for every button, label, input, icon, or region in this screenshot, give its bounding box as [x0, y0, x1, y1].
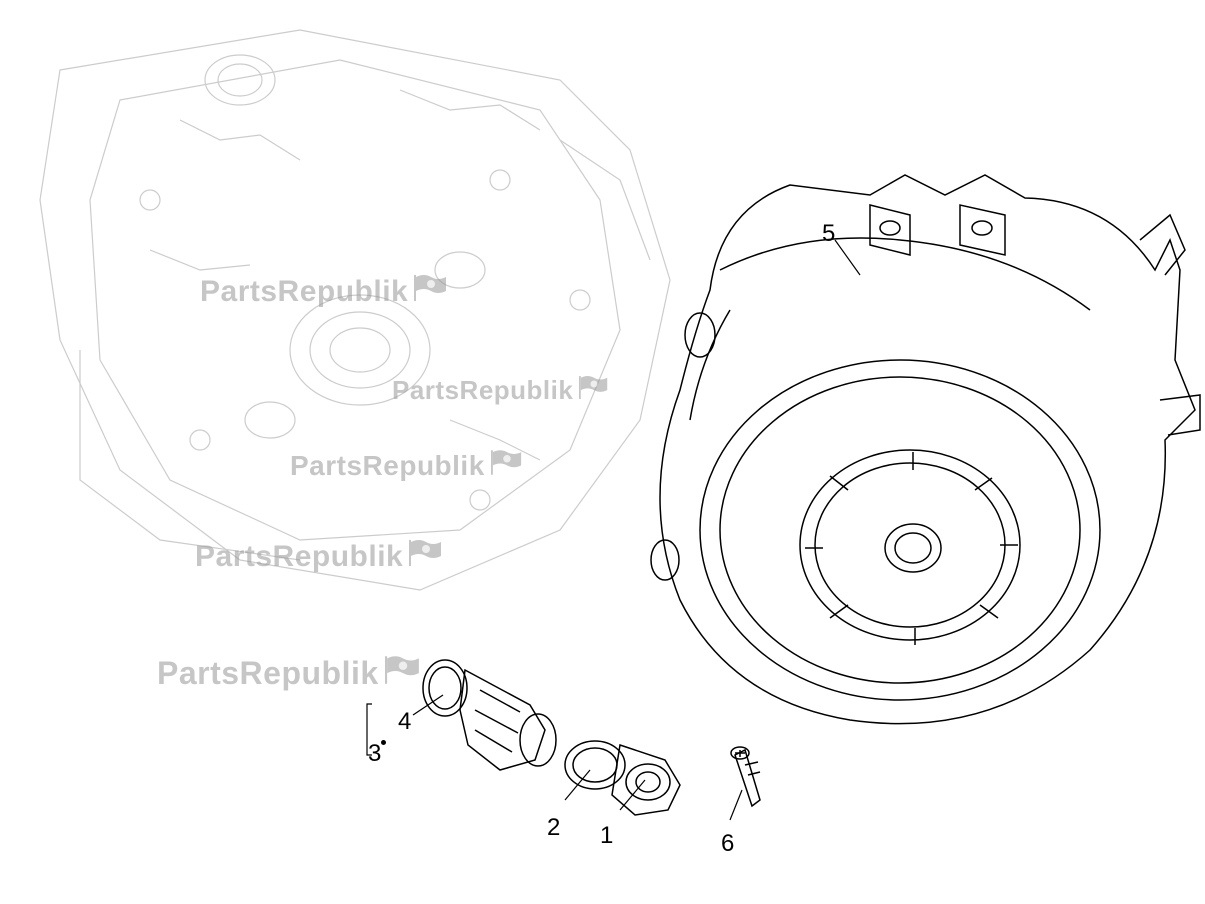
watermark-text: PartsRepublik [200, 275, 408, 309]
watermark-3: PartsRepublik [290, 450, 523, 482]
leader-lines [0, 0, 1205, 904]
flag-icon [385, 655, 421, 692]
flag-icon [409, 540, 443, 574]
callout-4: 4 [398, 708, 411, 736]
callout-1: 1 [600, 822, 613, 850]
parts-diagram: 1 2 3 4 5 6 PartsRepublik PartsRepublik … [0, 0, 1205, 904]
watermark-1: PartsRepublik [200, 275, 448, 309]
watermark-text: PartsRepublik [157, 655, 379, 692]
watermark-text: PartsRepublik [290, 450, 485, 482]
watermark-text: PartsRepublik [195, 540, 403, 574]
callout-3: 3 [368, 740, 381, 768]
flag-icon [579, 375, 609, 406]
callout-6: 6 [721, 830, 734, 858]
watermark-2: PartsRepublik [392, 375, 609, 406]
flag-icon [491, 450, 523, 482]
flag-icon [414, 275, 448, 309]
callout-5: 5 [822, 220, 835, 248]
watermark-4: PartsRepublik [195, 540, 443, 574]
callout-bullet [381, 740, 386, 745]
watermark-text: PartsRepublik [392, 375, 573, 406]
callout-2: 2 [547, 814, 560, 842]
watermark-5: PartsRepublik [157, 655, 421, 692]
